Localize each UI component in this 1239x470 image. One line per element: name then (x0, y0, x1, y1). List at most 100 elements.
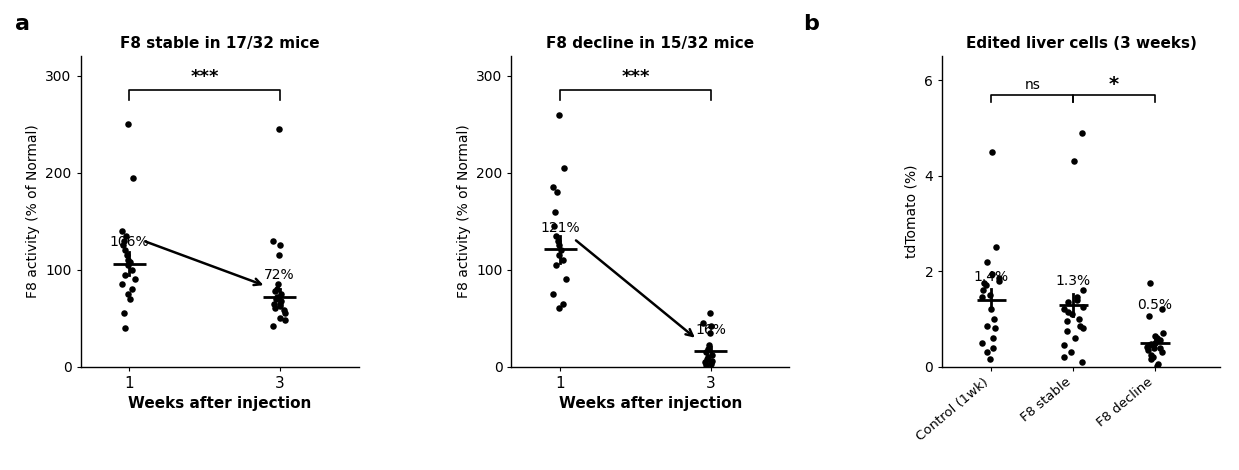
Y-axis label: F8 activity (% of Normal): F8 activity (% of Normal) (26, 125, 40, 298)
Point (268, 285, 287, 293)
Point (1058, 298, 1078, 306)
Point (1064, 157, 1084, 165)
Point (549, 251, 569, 259)
Text: 121%: 121% (540, 221, 580, 235)
Point (696, 361, 716, 368)
Point (270, 314, 290, 322)
Point (118, 256, 138, 264)
Point (1054, 353, 1074, 361)
Point (1061, 349, 1080, 356)
Point (116, 232, 136, 240)
Point (974, 279, 994, 287)
Y-axis label: tdTomato (%): tdTomato (%) (904, 165, 919, 258)
Point (980, 291, 1000, 299)
Text: 16%: 16% (695, 322, 726, 337)
Point (695, 358, 715, 366)
Text: *: * (1109, 75, 1119, 94)
Point (115, 246, 135, 254)
Point (120, 295, 140, 303)
Point (274, 306, 294, 314)
Point (113, 281, 133, 288)
Point (984, 334, 1004, 342)
Text: 72%: 72% (264, 268, 295, 282)
Point (978, 322, 997, 330)
Point (1137, 343, 1157, 350)
Point (700, 342, 720, 349)
Point (270, 302, 290, 309)
Point (1058, 308, 1078, 315)
Point (1140, 279, 1160, 287)
Point (1146, 362, 1166, 369)
Point (1152, 349, 1172, 356)
Point (556, 275, 576, 283)
Point (553, 256, 572, 264)
Point (545, 232, 565, 240)
Point (978, 258, 997, 266)
Title: F8 stable in 17/32 mice: F8 stable in 17/32 mice (120, 36, 320, 51)
Point (976, 349, 996, 356)
Point (544, 222, 564, 230)
Point (1141, 351, 1161, 359)
Point (275, 310, 295, 317)
Point (115, 271, 135, 278)
Point (1057, 327, 1077, 335)
Point (269, 125, 289, 133)
Point (976, 282, 996, 289)
Point (1141, 340, 1161, 347)
Point (703, 357, 722, 365)
Point (700, 310, 720, 317)
X-axis label: Weeks after injection: Weeks after injection (559, 396, 742, 411)
Point (1070, 322, 1090, 330)
Point (973, 294, 992, 301)
Point (1147, 334, 1167, 342)
Point (703, 351, 722, 359)
Point (1062, 310, 1082, 318)
Point (114, 237, 134, 244)
Point (548, 188, 567, 196)
Point (1053, 341, 1073, 349)
Text: a: a (15, 14, 30, 34)
Point (553, 300, 572, 307)
Point (263, 237, 282, 244)
Point (270, 242, 290, 249)
Text: 106%: 106% (109, 235, 149, 249)
Point (554, 164, 574, 172)
Point (981, 306, 1001, 313)
Point (1057, 318, 1077, 325)
Point (1140, 313, 1160, 320)
Point (118, 120, 138, 128)
Point (271, 290, 291, 298)
Point (123, 266, 142, 274)
Text: ***: *** (191, 69, 219, 86)
Point (1139, 346, 1158, 353)
Point (696, 348, 716, 356)
Point (1145, 332, 1165, 339)
Point (120, 258, 140, 266)
X-axis label: Weeks after injection: Weeks after injection (128, 396, 311, 411)
Point (1150, 337, 1170, 344)
Point (271, 297, 291, 305)
Text: ns: ns (1025, 78, 1041, 92)
Point (985, 315, 1005, 322)
Point (701, 322, 721, 329)
Point (118, 290, 138, 298)
Point (701, 360, 721, 368)
Text: 1.3%: 1.3% (1056, 274, 1090, 288)
Point (1053, 306, 1073, 313)
Point (543, 290, 563, 298)
Point (1147, 360, 1167, 368)
Point (1144, 353, 1163, 361)
Point (1145, 339, 1165, 346)
Point (269, 251, 289, 259)
Point (1073, 287, 1093, 294)
Point (980, 356, 1000, 363)
Point (549, 242, 569, 249)
Title: F8 decline in 15/32 mice: F8 decline in 15/32 mice (546, 36, 755, 51)
Title: Edited liver cells (3 weeks): Edited liver cells (3 weeks) (966, 36, 1197, 51)
Point (698, 355, 717, 363)
Point (548, 237, 567, 244)
Text: 0.5%: 0.5% (1137, 298, 1172, 312)
Point (701, 358, 721, 366)
Point (698, 345, 717, 353)
Point (551, 246, 571, 254)
